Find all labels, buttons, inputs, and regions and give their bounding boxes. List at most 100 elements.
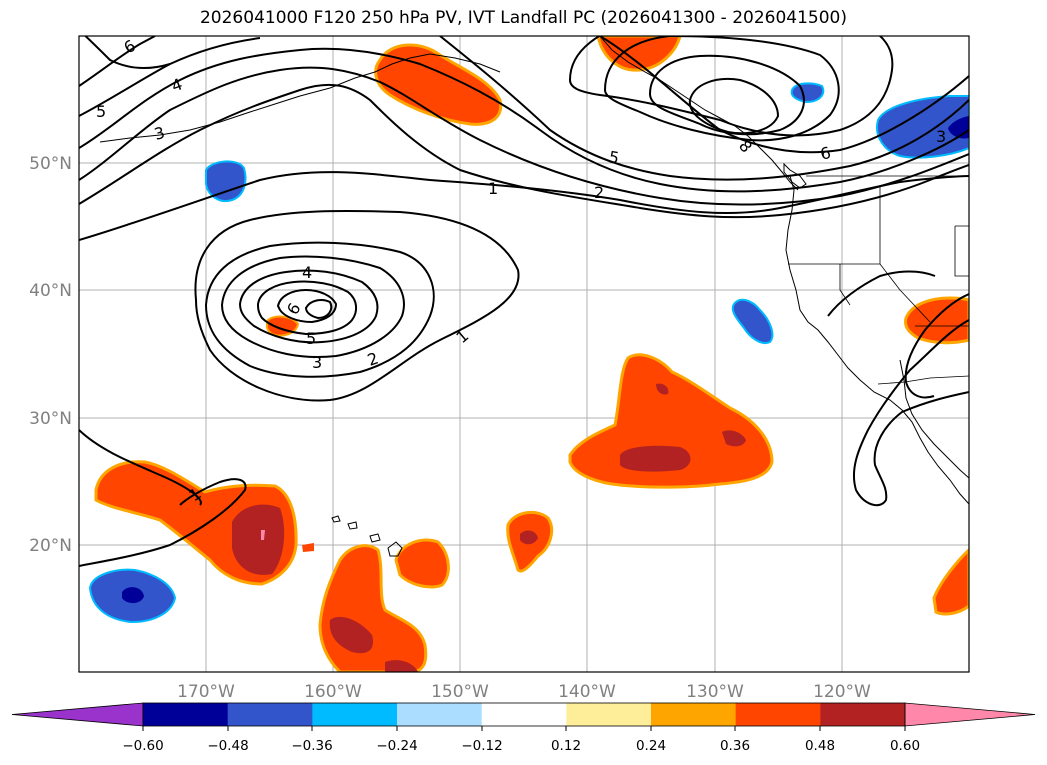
contour-4-north <box>79 47 969 193</box>
state-border-nv <box>879 186 931 323</box>
contour-low-1 <box>194 209 520 402</box>
colorbar-segment <box>651 703 737 726</box>
colorbar-tickmarks <box>142 726 906 731</box>
positive-anomaly-subtropical-central-core-3 <box>656 383 669 395</box>
colorbar-segment <box>143 703 229 726</box>
contour-label: 2 <box>594 183 604 202</box>
lon-label: 150°W <box>431 682 489 702</box>
lon-label: 160°W <box>304 682 362 702</box>
coastlines <box>99 36 969 557</box>
negative-anomalies <box>88 82 969 624</box>
coastline-vancouver-island <box>783 162 807 189</box>
latitude-labels: 50°N 40°N 30°N 20°N <box>29 154 72 556</box>
contour-label: 4 <box>302 263 312 282</box>
colorbar-extension-low <box>11 702 144 727</box>
colorbar-segment <box>312 703 398 726</box>
gridlines <box>79 36 969 672</box>
colorbar-tick-label: 0.36 <box>720 738 750 754</box>
positive-anomaly-subtropical-central-core-2 <box>722 430 746 447</box>
contour-west-1 <box>79 429 247 567</box>
colorbar-segment <box>397 703 483 726</box>
map-panel: 6 5 4 3 1 2 5 6 4 5 3 2 1 6 3 1 8 <box>78 35 970 673</box>
contour-low-3 <box>220 255 405 359</box>
colorbar-segment <box>227 703 313 726</box>
contour-alaska-high-1 <box>568 36 894 137</box>
coastline-west-coast <box>785 175 969 505</box>
colorbar-tick-label: −0.12 <box>461 738 502 754</box>
negative-anomaly-north-pacific <box>205 160 247 202</box>
colorbar-ticks: −0.60 −0.48 −0.36 −0.24 −0.12 0.12 0.24 … <box>122 738 920 754</box>
contour-label: 3 <box>152 123 167 144</box>
lon-label: 120°W <box>813 682 871 702</box>
contour-low-4 <box>238 269 379 344</box>
positive-anomaly-subtropical-central <box>568 353 774 489</box>
positive-anomaly-alaska <box>596 36 682 72</box>
colorbar-segment <box>735 703 821 726</box>
colorbar-tick-label: 0.60 <box>890 738 920 754</box>
colorbar-tick-label: 0.24 <box>636 738 666 754</box>
us-mexico-border <box>877 375 969 385</box>
positive-anomaly-west-pacific-core <box>232 504 285 575</box>
coastline-hawaii-big-island <box>387 541 403 557</box>
colorbar-frame <box>142 702 906 727</box>
contour-label: 5 <box>306 329 316 348</box>
coastline-alaska-peninsula <box>99 53 501 143</box>
contour-low-7 <box>304 299 333 320</box>
lat-label: 30°N <box>29 409 72 429</box>
lon-label: 130°W <box>686 682 744 702</box>
coastline-hawaii-maui <box>369 533 381 543</box>
negative-anomaly-offshore-california <box>731 298 774 344</box>
negative-anomaly-canada <box>876 94 969 159</box>
negative-anomaly-gulf-of-alaska <box>790 82 825 104</box>
contour-low-2 <box>204 241 435 378</box>
contour-low-6 <box>276 288 338 324</box>
positive-anomaly-small-dot <box>302 543 314 552</box>
positive-anomaly-hawaii-south-core-2 <box>385 660 418 672</box>
colorbar-tick-label: −0.48 <box>207 738 248 754</box>
negative-anomaly-west-pacific-core <box>122 587 144 604</box>
positive-anomaly-subtropical-central-core <box>620 445 691 472</box>
contour-california-2 <box>904 293 969 399</box>
colorbar-tick-label: 0.12 <box>551 738 581 754</box>
contour-west-2 <box>84 36 171 70</box>
contour-label: 1 <box>488 179 498 198</box>
contour-low-5 <box>256 280 358 336</box>
lon-label: 170°W <box>177 682 235 702</box>
contour-alaska-high-3 <box>648 54 805 136</box>
coastline-hawaii-oahu <box>347 521 358 530</box>
lat-label: 20°N <box>29 536 72 556</box>
positive-anomaly-hawaii-south-core <box>329 616 374 654</box>
contour-alaska-high-4 <box>688 78 780 135</box>
positive-anomaly-hawaii-east <box>394 538 450 589</box>
contour-coast-1 <box>827 270 936 317</box>
colorbar-segment <box>820 703 906 726</box>
colorbar-tick-label: −0.24 <box>376 738 417 754</box>
colorbar: −0.60 −0.48 −0.36 −0.24 −0.12 0.12 0.24 … <box>11 702 1036 754</box>
contour-3-north <box>79 66 969 206</box>
colorbar-tick-label: −0.60 <box>122 738 163 754</box>
map-frame <box>78 35 970 673</box>
colorbar-segments <box>11 702 1036 727</box>
contour-label: 5 <box>607 147 620 167</box>
longitude-labels: 170°W 160°W 150°W 140°W 130°W 120°W <box>177 682 871 702</box>
coastline-baja-inner <box>899 359 969 479</box>
positive-anomaly-west-pacific-peak <box>261 530 265 540</box>
positive-anomaly-gulf-of-alaska <box>374 43 503 126</box>
positive-anomaly-southeast <box>932 547 969 616</box>
state-border-idaho-nevada <box>839 264 851 306</box>
colorbar-extension-high <box>904 702 1036 727</box>
positive-anomaly-central-small-core <box>520 530 538 545</box>
colorbar-segment <box>481 703 567 726</box>
pv-contours <box>79 36 969 567</box>
colorbar-tick-label: −0.36 <box>291 738 332 754</box>
colorbar-tick-label: 0.48 <box>805 738 835 754</box>
contour-label: 5 <box>96 102 106 121</box>
map-title: 2026041000 F120 250 hPa PV, IVT Landfall… <box>199 8 847 28</box>
contour-2-north <box>79 83 969 219</box>
coastline-alaska-panhandle <box>599 36 799 191</box>
state-border-arizona <box>954 225 969 277</box>
lon-label: 140°W <box>558 682 616 702</box>
colorbar-segment <box>566 703 652 726</box>
contour-california-1 <box>852 319 969 507</box>
